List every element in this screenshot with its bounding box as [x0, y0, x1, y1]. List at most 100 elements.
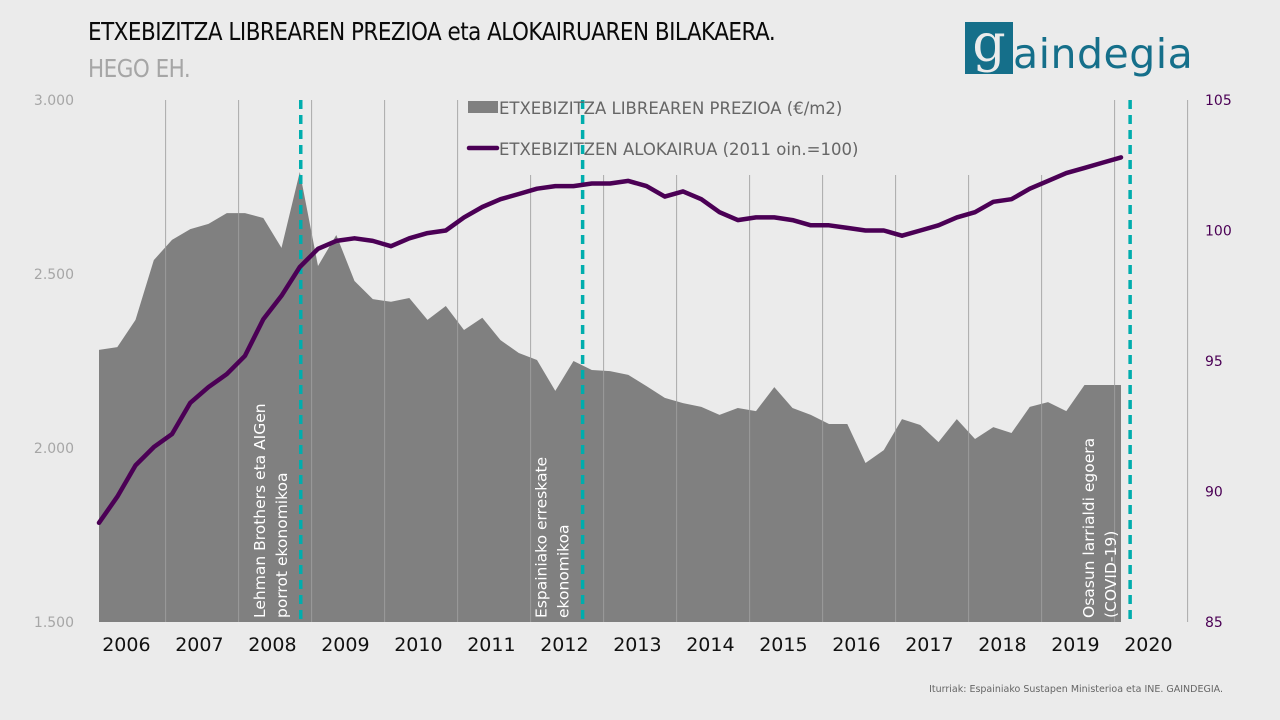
rent-point: [262, 318, 265, 321]
x-tick-label: 2007: [175, 634, 223, 656]
rent-point: [572, 184, 575, 188]
rent-point: [225, 372, 228, 376]
rent-point: [645, 184, 648, 188]
rent-point: [408, 237, 411, 240]
right-tick-label: 100: [1205, 224, 1232, 240]
rent-point: [1028, 187, 1031, 190]
rent-point: [1083, 166, 1086, 170]
x-tick-label: 2006: [102, 634, 150, 656]
legend: ETXEBIZITZA LIBREAREN PREZIOA (€/m2) ETXE…: [466, 99, 858, 159]
rent-point: [1010, 197, 1013, 201]
rent-point: [189, 401, 192, 404]
event-label-line1: Espainiako erreskate: [533, 457, 551, 618]
rent-point: [754, 216, 758, 219]
right-tick-label: 105: [1205, 93, 1232, 109]
right-tick-label: 90: [1205, 485, 1223, 501]
rent-point: [937, 224, 940, 227]
right-tick-label: 95: [1205, 354, 1223, 370]
rent-point: [481, 205, 484, 209]
left-axis: 1.500 2.000 2.500 3.000: [34, 93, 74, 631]
rent-point: [426, 231, 429, 235]
x-tick-label: 2015: [759, 634, 807, 656]
x-tick-label: 2017: [905, 634, 953, 656]
legend-swatch-price: [468, 101, 498, 113]
rent-point: [846, 226, 849, 230]
rent-point: [1046, 179, 1050, 183]
logo-text: aindegia: [1013, 30, 1194, 78]
rent-point: [134, 464, 137, 467]
rent-point: [827, 224, 831, 227]
x-tick-label: 2013: [613, 634, 661, 656]
x-tick-label: 2020: [1124, 634, 1172, 656]
rent-point: [791, 218, 794, 222]
rent-line-series: [96, 155, 1124, 526]
legend-label-rent: ETXEBIZITZEN ALOKAIRUA (2011 oin.=100): [499, 140, 858, 159]
left-tick-label: 2.500: [34, 267, 74, 283]
source-note: Iturriak: Espainiako Sustapen Ministerio…: [929, 684, 1223, 695]
rent-point: [590, 182, 593, 185]
gaindegia-logo: g aindegia: [965, 20, 1194, 78]
event-labels: Lehman Brothers eta AIGen porrot ekonomik…: [251, 403, 1120, 618]
rent-point: [207, 385, 210, 389]
rent-point: [663, 195, 666, 198]
chart-subtitle: HEGO EH.: [88, 54, 191, 83]
rent-point: [864, 229, 867, 232]
right-axis: 85 90 95 100 105: [1205, 93, 1232, 631]
right-tick-label: 85: [1205, 615, 1223, 631]
rent-point: [973, 211, 977, 214]
x-tick-label: 2019: [1051, 634, 1099, 656]
x-axis: 2006 2007 2008 2009 2010 2011 2012 2013 2014 2015…: [102, 634, 1172, 656]
rent-point: [280, 294, 283, 297]
rent-point: [444, 229, 447, 232]
event-label-line2: ekonomikoa: [555, 524, 573, 618]
event-label-line1: Lehman Brothers eta AIGen: [251, 403, 269, 618]
x-tick-label: 2008: [248, 634, 296, 656]
x-tick-label: 2011: [467, 634, 515, 656]
rent-point: [919, 229, 922, 232]
event-label-line2: (COVID-19): [1102, 531, 1120, 618]
rent-point: [700, 197, 703, 201]
rent-point: [335, 239, 338, 243]
rent-point: [152, 445, 155, 449]
rent-point: [773, 216, 776, 219]
logo-initial: g: [972, 22, 1006, 74]
rent-point: [882, 229, 885, 232]
rent-point: [992, 200, 995, 203]
rent-point: [1101, 161, 1104, 164]
rent-point: [371, 239, 374, 243]
rent-point: [1065, 171, 1068, 175]
event-label-line1: Osasun larrialdi egoera: [1080, 438, 1098, 618]
left-tick-label: 1.500: [34, 615, 74, 631]
rent-point: [462, 216, 466, 219]
x-tick-label: 2009: [321, 634, 369, 656]
x-tick-label: 2016: [832, 634, 880, 656]
rent-point: [389, 244, 393, 248]
rent-point: [955, 216, 958, 219]
x-tick-label: 2012: [540, 634, 588, 656]
logo-mark: g: [965, 22, 1013, 74]
rent-point: [170, 432, 174, 436]
x-tick-label: 2010: [394, 634, 442, 656]
rent-point: [809, 224, 812, 227]
rent-point: [608, 182, 612, 185]
rent-point: [353, 237, 356, 240]
event-label-line2: porrot ekonomikoa: [273, 472, 291, 618]
rent-point: [736, 218, 739, 222]
price-area: [99, 172, 1121, 622]
event-lines: [299, 100, 1132, 622]
rent-point: [298, 265, 301, 269]
rent-point: [97, 521, 101, 525]
rent-point: [116, 495, 119, 498]
chart-title: ETXEBIZITZA LIBREAREN PREZIOA eta ALOKAI…: [88, 17, 776, 46]
left-tick-label: 2.000: [34, 441, 74, 457]
left-tick-label: 3.000: [34, 93, 74, 109]
rent-point: [499, 197, 502, 201]
rent-point: [900, 234, 904, 237]
rent-point: [316, 247, 320, 250]
rent-point: [718, 211, 721, 214]
rent-point: [535, 187, 539, 190]
rent-point: [517, 192, 520, 196]
rent-point: [627, 179, 630, 183]
rent-point: [554, 184, 557, 188]
